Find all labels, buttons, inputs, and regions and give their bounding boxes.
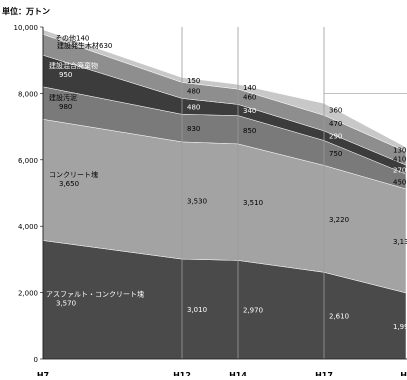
series-name-3: 建設混合廃棄物 <box>49 61 98 70</box>
x-tick-label: H17 <box>315 371 333 376</box>
series-label-5: その他140 <box>55 34 89 43</box>
value-label-2-3: 750 <box>329 150 342 158</box>
value-label-1-3: 3,220 <box>329 216 349 224</box>
area-layers <box>43 30 406 359</box>
y-tick-label: 2,000 <box>18 290 38 298</box>
value-label-5-4: 130 <box>393 146 406 154</box>
value-label-5-3: 360 <box>329 106 342 114</box>
value-label-0-4: 1,990 <box>393 323 407 331</box>
y-tick-label: 4,000 <box>18 223 38 231</box>
value-label-1-0: 3,650 <box>59 180 79 188</box>
value-label-3-3: 290 <box>329 133 342 141</box>
series-name-0: アスファルト・コンクリート塊 <box>46 290 144 299</box>
unit-label: 単位：万トン <box>2 6 50 16</box>
value-label-1-4: 3,130 <box>393 238 407 246</box>
value-label-5-1: 150 <box>187 77 200 85</box>
value-label-3-4: 270 <box>393 167 406 175</box>
value-label-3-1: 480 <box>187 103 200 111</box>
value-label-4-2: 460 <box>243 94 256 102</box>
value-label-1-1: 3,530 <box>187 197 207 205</box>
value-label-1-2: 3,510 <box>243 199 263 207</box>
value-label-2-1: 830 <box>187 125 200 133</box>
value-label-4-1: 480 <box>187 87 200 95</box>
y-tick-label: 6,000 <box>18 157 38 165</box>
value-label-0-2: 2,970 <box>243 307 263 315</box>
value-label-0-0: 3,570 <box>56 300 76 308</box>
value-label-0-1: 3,010 <box>187 306 207 314</box>
x-tick-label: H14 <box>229 371 247 376</box>
y-tick-label: 8,000 <box>18 90 38 98</box>
x-tick-label: H12 <box>173 371 191 376</box>
x-tick-label: H7 <box>37 371 49 376</box>
value-label-3-2: 340 <box>243 107 256 115</box>
y-tick-label: 0 <box>34 356 38 364</box>
series-name-1: コンクリート塊 <box>49 170 98 179</box>
value-label-4-3: 470 <box>329 120 342 128</box>
value-label-4-4: 410 <box>393 155 406 163</box>
series-name-2: 建設汚泥 <box>49 93 77 102</box>
x-tick-label: H <box>400 371 407 376</box>
y-tick-label: 10,000 <box>14 24 39 32</box>
value-label-2-4: 450 <box>393 179 406 187</box>
value-label-0-3: 2,610 <box>329 313 349 321</box>
value-label-2-0: 980 <box>59 103 72 111</box>
value-label-2-2: 850 <box>243 127 256 135</box>
value-label-3-0: 950 <box>59 71 72 79</box>
value-label-5-2: 140 <box>243 84 256 92</box>
